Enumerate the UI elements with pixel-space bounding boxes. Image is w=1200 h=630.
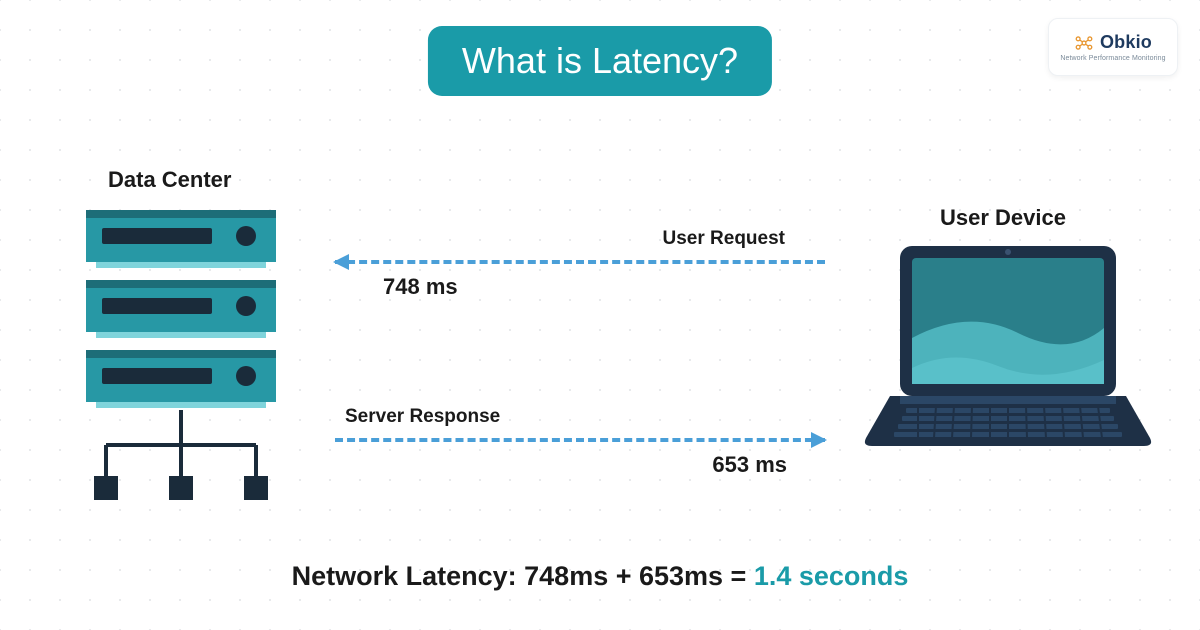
user-request-label: User Request (663, 228, 786, 250)
arrowhead-right-icon (811, 432, 827, 448)
brand-logo-badge: Obkio Network Performance Monitoring (1048, 18, 1178, 76)
arrowhead-left-icon (333, 254, 349, 270)
brand-name: Obkio (1100, 32, 1152, 53)
latency-summary: Network Latency: 748ms + 653ms = 1.4 sec… (0, 561, 1200, 592)
response-line (335, 438, 825, 442)
user-device-label: User Device (940, 205, 1066, 231)
summary-result: 1.4 seconds (754, 561, 909, 591)
request-line (335, 260, 825, 264)
laptop-icon (858, 238, 1158, 468)
server-icon (66, 200, 296, 510)
user-request-arrow: User Request 748 ms (335, 260, 825, 264)
server-response-arrow: Server Response 653 ms (335, 438, 825, 442)
server-response-label: Server Response (345, 406, 500, 428)
obkio-logo-icon (1074, 33, 1094, 53)
user-request-value: 748 ms (383, 274, 458, 300)
brand-tagline: Network Performance Monitoring (1060, 55, 1165, 62)
summary-expression: 748ms + 653ms = (524, 561, 754, 591)
server-response-value: 653 ms (712, 452, 787, 478)
summary-prefix: Network Latency: (292, 561, 525, 591)
data-center-label: Data Center (108, 167, 231, 193)
page-title: What is Latency? (428, 26, 772, 96)
